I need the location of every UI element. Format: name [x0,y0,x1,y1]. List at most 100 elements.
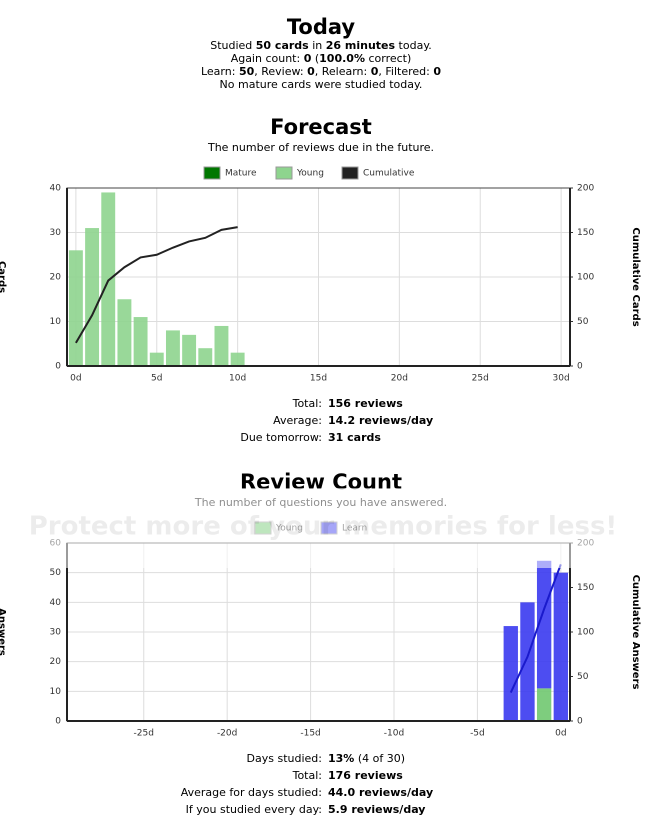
today-text: Again count: [231,52,304,65]
today-text: 0 [433,65,441,78]
stat-value-text: 14.2 reviews/day [328,414,433,427]
today-text: 100.0% [319,52,365,65]
bar [182,334,197,366]
bar [133,317,148,366]
stat-value: 5.9 reviews/day [328,803,425,816]
x-tick-label: 0d [555,729,566,739]
stat-value: 44.0 reviews/day [328,786,433,799]
bar [536,560,552,689]
y-tick-label: 10 [50,687,62,697]
x-tick-label: -20d [217,729,237,739]
stat-value: 176 reviews [328,769,403,782]
today-text: Studied [210,39,256,52]
stat-label: If you studied every day: [186,803,322,816]
x-tick-label: 5d [151,374,162,384]
today-text: today. [395,39,432,52]
chart-title: Forecast [270,115,372,139]
y-tick-label: 0 [55,362,61,372]
legend-label: Young [296,169,324,179]
y-tick-label: 30 [50,228,62,238]
stat-value: 31 cards [328,431,381,444]
today-text: , Filtered: [378,65,433,78]
stat-value-text: 44.0 reviews/day [328,786,433,799]
today-text: , Review: [254,65,307,78]
stat-value-text: 156 reviews [328,397,403,410]
y2-axis-label: Cumulative Answers [630,575,641,690]
bar [117,299,132,366]
today-text: correct) [365,52,411,65]
bar [85,228,100,366]
today-line: No mature cards were studied today. [220,78,423,91]
today-text: 26 minutes [326,39,396,52]
today-text: Learn: [201,65,239,78]
legend-swatch [341,166,359,180]
y2-axis-label: Cumulative Cards [630,227,641,326]
chart: Forecast The number of reviews due in the… [0,115,641,444]
bar [520,602,535,721]
today-text: No mature cards were studied today. [220,78,423,91]
y2-tick-label: 100 [577,273,594,283]
stat-label: Due tomorrow: [240,431,322,444]
y2-tick-label: 50 [577,317,589,327]
watermark: Protect more of your memories for less! [29,512,618,542]
x-tick-label: 10d [229,374,246,384]
today-text: 50 [239,65,255,78]
bar [553,572,568,721]
today-text: , Relearn: [315,65,371,78]
chart-subtitle: The number of reviews due in the future. [207,141,434,154]
y2-tick-label: 0 [577,717,583,727]
y-tick-label: 20 [50,657,62,667]
stat-label: Total: [292,769,322,782]
legend-label: Cumulative [363,169,415,179]
legend-swatch [203,166,221,180]
x-tick-label: -5d [470,729,485,739]
x-tick-label: 15d [310,374,327,384]
today-line: Learn: 50, Review: 0, Relearn: 0, Filter… [201,65,441,78]
stat-extra: (4 of 30) [354,752,405,765]
y-axis-label: Cards [0,261,7,293]
stat-label: Average: [273,414,322,427]
bar [214,325,229,366]
stat-value-text: 31 cards [328,431,381,444]
today-text: 0 [304,52,312,65]
stat-value-text: 5.9 reviews/day [328,803,425,816]
y-tick-label: 40 [50,184,62,194]
bar [68,250,83,366]
stat-value-text: 176 reviews [328,769,403,782]
today-text: 0 [307,65,315,78]
bar [230,352,245,366]
today-line: Studied 50 cards in 26 minutes today. [210,39,432,52]
watermark-band [0,488,646,568]
x-tick-label: 0d [70,374,81,384]
legend-label: Mature [225,169,257,179]
content: Studied 50 cards in 26 minutes today.Aga… [0,39,641,816]
today-line: Again count: 0 (100.0% correct) [231,52,412,65]
today-title: Today [287,15,356,39]
y2-tick-label: 50 [577,672,589,682]
today-text: 50 cards [256,39,309,52]
y2-tick-label: 100 [577,628,594,638]
y2-tick-label: 150 [577,583,594,593]
stat-value: 14.2 reviews/day [328,414,433,427]
y-tick-label: 30 [50,628,62,638]
x-tick-label: -15d [300,729,320,739]
y-tick-label: 0 [55,717,61,727]
x-tick-label: 20d [391,374,408,384]
stat-label: Average for days studied: [181,786,322,799]
y2-tick-label: 0 [577,362,583,372]
stat-value: 156 reviews [328,397,403,410]
y2-tick-label: 150 [577,228,594,238]
stat-label: Total: [292,397,322,410]
y-tick-label: 10 [50,317,62,327]
stat-label: Days studied: [247,752,322,765]
bar [536,688,552,721]
y2-tick-label: 200 [577,184,594,194]
y-tick-label: 40 [50,598,62,608]
stat-value-text: 13% [328,752,354,765]
x-tick-label: -10d [384,729,404,739]
legend-swatch [275,166,293,180]
x-tick-label: -25d [134,729,154,739]
stat-value: 13% (4 of 30) [328,752,405,765]
bar [101,192,116,366]
